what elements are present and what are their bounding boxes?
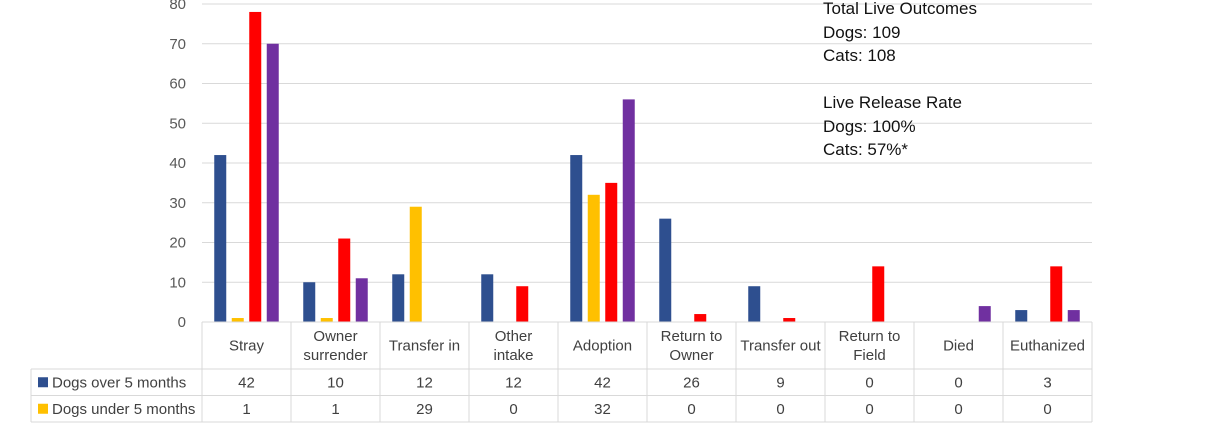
data-label: 0 bbox=[865, 401, 873, 418]
category-label: Died bbox=[943, 338, 974, 355]
y-tick-label: 10 bbox=[169, 274, 186, 291]
data-label: 26 bbox=[683, 374, 700, 391]
y-tick-label: 0 bbox=[178, 314, 186, 331]
bar bbox=[694, 314, 707, 322]
data-label: 0 bbox=[1043, 401, 1051, 418]
data-label: 12 bbox=[416, 374, 433, 391]
gridlines bbox=[202, 3, 1092, 323]
category-label: Return to bbox=[839, 328, 901, 345]
legend-key bbox=[38, 403, 48, 414]
bar bbox=[659, 218, 672, 322]
category-label: intake bbox=[493, 347, 533, 364]
bar bbox=[516, 286, 529, 322]
category-label: Transfer out bbox=[740, 338, 821, 355]
bar bbox=[1015, 310, 1028, 322]
category-label: Owner bbox=[313, 328, 357, 345]
category-label: Stray bbox=[229, 338, 265, 355]
y-tick-label: 30 bbox=[169, 195, 186, 212]
data-label: 9 bbox=[776, 374, 784, 391]
bar bbox=[320, 318, 333, 322]
category-label: surrender bbox=[303, 347, 367, 364]
y-tick-label: 70 bbox=[169, 36, 186, 53]
category-label: Field bbox=[853, 347, 886, 364]
dogs-total-text: Dogs: 109 bbox=[823, 22, 901, 42]
bar bbox=[266, 43, 279, 322]
data-label: 42 bbox=[238, 374, 255, 391]
data-label: 0 bbox=[776, 401, 784, 418]
data-label: 3 bbox=[1043, 374, 1051, 391]
bar bbox=[481, 274, 494, 322]
cats-total-text: Cats: 108 bbox=[823, 46, 896, 65]
bar bbox=[409, 206, 422, 322]
data-label: 0 bbox=[865, 374, 873, 391]
bar bbox=[1050, 266, 1063, 322]
data-label: 10 bbox=[327, 374, 344, 391]
series-label: Dogs under 5 months bbox=[52, 401, 195, 418]
bar bbox=[570, 155, 583, 322]
series-label: Dogs over 5 months bbox=[52, 374, 186, 391]
data-table: Stray Owner surrender Transfer in Other intak… bbox=[30, 321, 1093, 423]
data-label: 12 bbox=[505, 374, 522, 391]
data-label: 1 bbox=[331, 401, 339, 418]
data-label: 0 bbox=[954, 401, 962, 418]
data-label: 42 bbox=[594, 374, 611, 391]
bar bbox=[355, 278, 368, 322]
legend-key bbox=[38, 377, 48, 388]
bar bbox=[303, 282, 316, 322]
bar bbox=[872, 266, 885, 322]
bar bbox=[214, 155, 227, 322]
bar bbox=[587, 194, 600, 322]
data-label: 0 bbox=[687, 401, 695, 418]
bar bbox=[748, 286, 761, 322]
y-tick-label: 40 bbox=[169, 155, 186, 172]
bar bbox=[605, 182, 618, 322]
data-label: 29 bbox=[416, 401, 433, 418]
bar bbox=[249, 11, 262, 322]
y-tick-label: 20 bbox=[169, 235, 186, 252]
data-label: 0 bbox=[954, 374, 962, 391]
bars bbox=[214, 11, 1080, 323]
total-live-outcomes-heading: Total Live Outcomes bbox=[823, 0, 978, 18]
bar bbox=[338, 238, 351, 322]
category-label: Euthanized bbox=[1010, 338, 1085, 355]
y-tick-label: 60 bbox=[169, 76, 186, 93]
y-axis: 0 10 20 30 40 50 60 70 80 bbox=[169, 0, 186, 331]
y-tick-label: 80 bbox=[169, 0, 186, 13]
bar bbox=[231, 318, 244, 322]
bar bbox=[622, 99, 635, 323]
outcomes-annotation: Total Live Outcomes Dogs: 109 Cats: 108 … bbox=[823, 0, 977, 162]
category-label: Other bbox=[495, 328, 533, 345]
dogs-rate-text: Dogs: 100% bbox=[823, 116, 916, 136]
bar bbox=[978, 306, 991, 322]
category-label: Adoption bbox=[573, 338, 632, 355]
category-label: Owner bbox=[669, 347, 713, 364]
cats-rate-text: Cats: 57%* bbox=[823, 140, 909, 159]
bar bbox=[392, 274, 405, 322]
data-label: 0 bbox=[509, 401, 517, 418]
y-tick-label: 50 bbox=[169, 115, 186, 132]
data-label: 1 bbox=[242, 401, 250, 418]
bar bbox=[1067, 310, 1080, 322]
category-label: Return to bbox=[661, 328, 723, 345]
category-label: Transfer in bbox=[389, 338, 460, 355]
live-release-rate-heading: Live Release Rate bbox=[823, 93, 962, 112]
bar bbox=[783, 318, 796, 322]
data-label: 32 bbox=[594, 401, 611, 418]
